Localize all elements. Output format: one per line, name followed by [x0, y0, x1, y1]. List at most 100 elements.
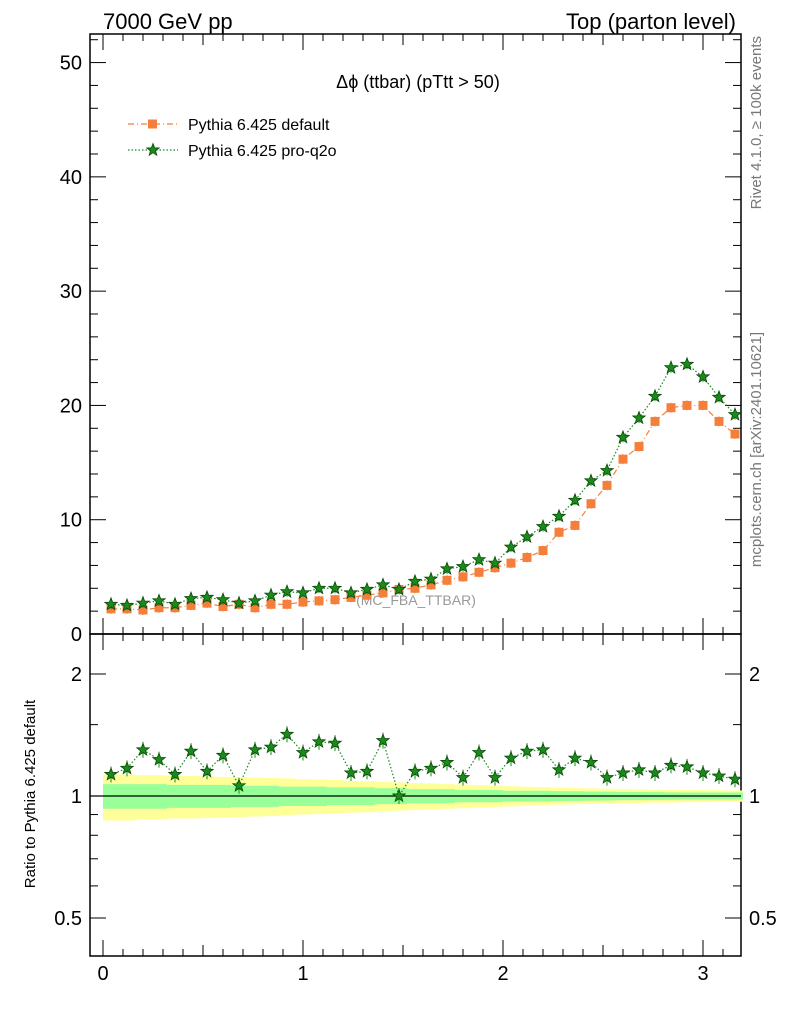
default-point	[410, 583, 420, 593]
pro-point	[727, 406, 743, 421]
ratio-ytick-label-right: 2	[749, 664, 760, 686]
default-point	[298, 597, 308, 607]
legend-label-pro-q2o: Pythia 6.425 pro-q2o	[188, 143, 337, 160]
pro-point	[711, 389, 727, 404]
pro-point	[167, 596, 183, 611]
ratio-ytick-label-right: 0.5	[749, 908, 777, 930]
main-ytick-label: 40	[60, 167, 82, 189]
pro-point	[599, 462, 615, 477]
header-left: 7000 GeV pp	[103, 9, 233, 34]
default-point	[218, 602, 228, 612]
default-point	[362, 590, 372, 600]
legend: Pythia 6.425 default Pythia 6.425 pro-q2…	[128, 117, 337, 160]
ratio-point	[135, 742, 151, 757]
ratio-point	[695, 765, 711, 780]
pro-point	[343, 585, 359, 600]
default-point	[474, 567, 484, 577]
pro-point	[119, 597, 135, 612]
ratio-series-pro-q2o	[103, 726, 743, 804]
ratio-point	[423, 760, 439, 775]
ratio-point	[503, 750, 519, 765]
ratio-line	[110, 733, 736, 798]
pro-point	[183, 590, 199, 605]
ratio-point	[279, 726, 295, 741]
main-ytick-label: 50	[60, 53, 82, 75]
pro-point	[247, 593, 263, 608]
default-point	[650, 416, 660, 426]
ratio-point	[711, 768, 727, 783]
ratio-axis-ticks: 0.5 0.5 1 1 2 2 0 1 2 3	[54, 634, 777, 985]
default-point	[634, 442, 644, 452]
legend-star-shape	[145, 142, 161, 157]
default-point	[506, 558, 516, 568]
legend-label-default: Pythia 6.425 default	[188, 117, 330, 134]
ratio-point	[631, 762, 647, 777]
rivet-label: Rivet 4.1.0, ≥ 100k events	[748, 36, 765, 209]
pro-point	[263, 587, 279, 602]
ratio-point	[599, 769, 615, 784]
pro-point	[375, 577, 391, 592]
default-point	[522, 552, 532, 562]
main-axis-ticks: 0 10 20 30 40 50	[60, 34, 741, 646]
default-point	[202, 598, 212, 608]
header-right: Top (parton level)	[566, 9, 736, 34]
xtick-label: 0	[97, 963, 108, 985]
default-point	[458, 572, 468, 582]
ratio-point	[247, 742, 263, 757]
pro-point	[535, 518, 551, 533]
pro-point	[407, 573, 423, 588]
ratio-point	[663, 757, 679, 772]
ratio-point	[359, 763, 375, 778]
mcplots-label: mcplots.cern.ch [arXiv:2401.10621]	[748, 332, 765, 567]
default-point	[138, 605, 148, 615]
pro-point	[391, 581, 407, 596]
pro-point	[503, 539, 519, 554]
ratio-point	[471, 744, 487, 759]
default-point	[154, 603, 164, 613]
ratio-point	[583, 754, 599, 769]
default-point	[186, 600, 196, 610]
ratio-point	[167, 766, 183, 781]
default-point	[426, 580, 436, 590]
pro-point	[423, 571, 439, 586]
default-point	[538, 546, 548, 556]
default-point	[570, 520, 580, 530]
ratio-point	[375, 732, 391, 747]
series-pro-line	[110, 363, 736, 607]
pro-point	[679, 356, 695, 371]
default-point	[266, 599, 276, 609]
default-point	[330, 595, 340, 605]
default-point	[282, 599, 292, 609]
ratio-point	[103, 766, 119, 781]
ratio-point	[343, 765, 359, 780]
ratio-point	[535, 742, 551, 757]
pro-point	[359, 581, 375, 596]
pro-point	[695, 369, 711, 384]
ratio-point	[151, 751, 167, 766]
ratio-point	[551, 762, 567, 777]
ratio-point	[519, 743, 535, 758]
pro-point	[615, 429, 631, 444]
ratio-point	[455, 769, 471, 784]
pro-point	[231, 595, 247, 610]
series-pro-q2o	[103, 356, 743, 612]
main-ytick-label: 30	[60, 281, 82, 303]
ratio-point	[567, 750, 583, 765]
pro-point	[519, 529, 535, 544]
ratio-point	[391, 788, 407, 803]
ratio-uncertainty-bands	[90, 774, 743, 821]
series-default	[106, 400, 740, 615]
pro-point	[663, 360, 679, 374]
pro-point	[311, 580, 327, 595]
ratio-point	[215, 747, 231, 762]
pro-point	[647, 388, 663, 403]
pro-point	[631, 410, 647, 425]
default-point	[250, 603, 260, 613]
pro-point	[135, 595, 151, 610]
pro-point	[151, 593, 167, 608]
default-point	[698, 400, 708, 410]
chart-title: Δϕ (ttbar) (pTtt > 50)	[336, 72, 500, 92]
default-point	[714, 416, 724, 426]
ratio-point	[647, 765, 663, 780]
